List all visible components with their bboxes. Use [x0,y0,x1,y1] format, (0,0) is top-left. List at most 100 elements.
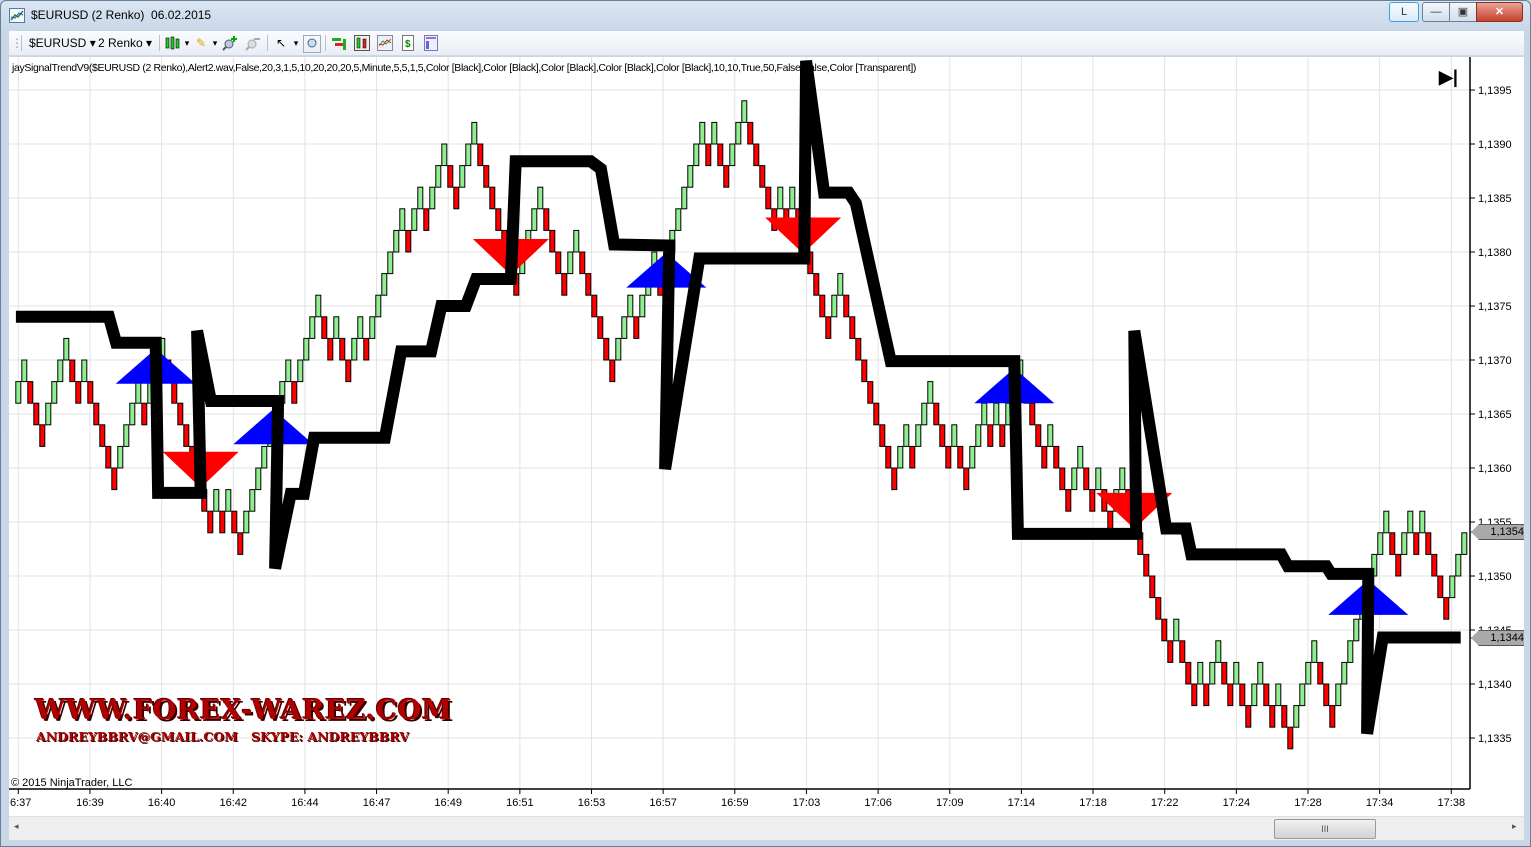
title-bar[interactable]: $EURUSD (2 Renko) 06.02.2015 L — ▣ ✕ [1,1,1530,29]
renko-brick-down [813,273,820,296]
renko-brick-down [141,402,148,426]
renko-brick-down [891,467,898,491]
renko-brick-up [369,316,376,339]
scroll-left-arrow-icon[interactable]: ◂ [14,821,19,831]
renko-brick-up [333,316,340,339]
renko-brick-down [879,424,886,447]
x-tick-label: 17:09 [936,797,964,809]
x-tick-label: 16:59 [721,797,749,809]
trend-line [15,60,1461,735]
renko-brick-down [207,510,214,534]
x-tick-label: 17:14 [1008,797,1036,809]
indicators-icon[interactable] [377,35,393,51]
chart-panel[interactable]: 1,1395 1,1390 1,1385 1,1380 1,1375 1,1370 1,13… [9,57,1524,816]
pencil-draw-icon[interactable]: ✎ [195,36,207,50]
x-tick-label: 16:40 [148,797,176,809]
window-title: $EURUSD (2 Renko) 06.02.2015 [31,8,212,22]
renko-brick-up [381,273,388,296]
indicator-label[interactable]: jaySignalTrendV9($EURUSD (2 Renko),Alert… [12,62,917,74]
renko-brick-up [1407,510,1414,534]
renko-brick-down [291,381,298,404]
renko-brick-down [423,208,430,231]
renko-brick-up [261,445,268,469]
price-chart[interactable]: 1,1395 1,1390 1,1385 1,1380 1,1375 1,1370 1,13… [9,57,1524,816]
minimize-button[interactable]: — [1422,2,1450,22]
renko-brick-up [387,251,394,275]
y-tick-label: 1,1390 [1478,139,1512,151]
renko-brick-up [399,208,406,231]
chevron-down-icon[interactable]: ▾ [293,38,299,48]
chevron-down-icon[interactable]: ▾ [184,38,190,48]
renko-brick-up [51,381,58,404]
renko-brick-up [123,424,130,447]
renko-brick-up [411,208,418,231]
period-selector[interactable]: 2 Renko ▾ [98,34,152,52]
properties-icon[interactable] [331,35,347,51]
renko-brick-up [21,359,28,383]
renko-brick-up [1341,661,1348,685]
instrument-selector[interactable]: $EURUSD ▾ [29,34,96,52]
x-tick-label: 6:37 [10,797,31,809]
go-to-end-button[interactable]: ▶| [1439,67,1458,87]
renko-brick-up [375,294,382,318]
renko-brick-up [1311,640,1318,663]
renko-brick-up [213,489,220,512]
renko-brick-down [405,229,412,253]
x-tick-label: 16:51 [506,797,534,809]
renko-brick-up [975,424,982,447]
horizontal-scrollbar[interactable]: ◂ III ▸ [9,816,1524,840]
bar-type-icon[interactable] [164,35,180,51]
y-tick-label: 1,1380 [1478,247,1512,259]
renko-brick-down [1239,683,1246,707]
renko-brick-up [693,143,700,167]
maximize-button[interactable]: ▣ [1449,2,1477,22]
last-price-marker: 1,1354 [1471,524,1524,540]
zoom-in-icon[interactable] [222,35,238,51]
renko-brick-up [1233,661,1240,685]
renko-brick-down [321,316,328,339]
renko-brick-down [495,208,502,231]
renko-brick-down [747,121,754,145]
renko-brick-down [1083,467,1090,491]
renko-brick-down [705,143,712,167]
renko-brick-down [453,186,460,210]
data-box-icon[interactable] [354,35,370,51]
renko-brick-down [1443,597,1450,620]
renko-brick-up [1419,510,1426,534]
close-button[interactable]: ✕ [1476,2,1523,22]
renko-brick-up [1293,705,1300,728]
layout-button[interactable]: L [1389,2,1419,22]
renko-brick-down [843,294,850,318]
renko-brick-down [1245,705,1252,728]
templates-icon[interactable] [423,35,439,51]
y-tick-label: 1,1365 [1478,409,1512,421]
renko-brick-down [237,532,244,555]
renko-brick-down [177,402,184,426]
zoom-out-icon[interactable] [245,35,261,51]
renko-brick-up [537,186,544,210]
scrollbar-thumb[interactable]: III [1274,819,1376,839]
renko-brick-down [957,445,964,469]
renko-brick-up [1275,683,1282,707]
axes: 1,1395 1,1390 1,1385 1,1380 1,1375 1,1370 1,13… [9,57,1512,809]
x-tick-label: 17:28 [1294,797,1322,809]
toolbar-grip-icon[interactable]: ⋮ [11,36,23,50]
scroll-right-arrow-icon[interactable]: ▸ [1512,821,1517,831]
renko-brick-down [909,445,916,469]
renko-brick-up [567,251,574,275]
pointer-icon[interactable]: ↖ [275,36,287,50]
renko-brick-down [1059,467,1066,491]
renko-brick-down [933,402,940,426]
renko-brick-up [1353,618,1360,642]
chevron-down-icon[interactable]: ▾ [212,38,218,48]
renko-brick-down [861,359,868,383]
magnifier-icon[interactable] [303,35,321,53]
renko-brick-up [897,445,904,469]
renko-brick-up [243,510,250,534]
renko-brick-down [183,424,190,447]
strategies-icon[interactable]: $ [400,35,416,51]
toolbar-separator [267,35,268,51]
renko-brick-up [315,294,322,318]
renko-brick-down [765,186,772,210]
chart-app-icon [9,8,25,23]
